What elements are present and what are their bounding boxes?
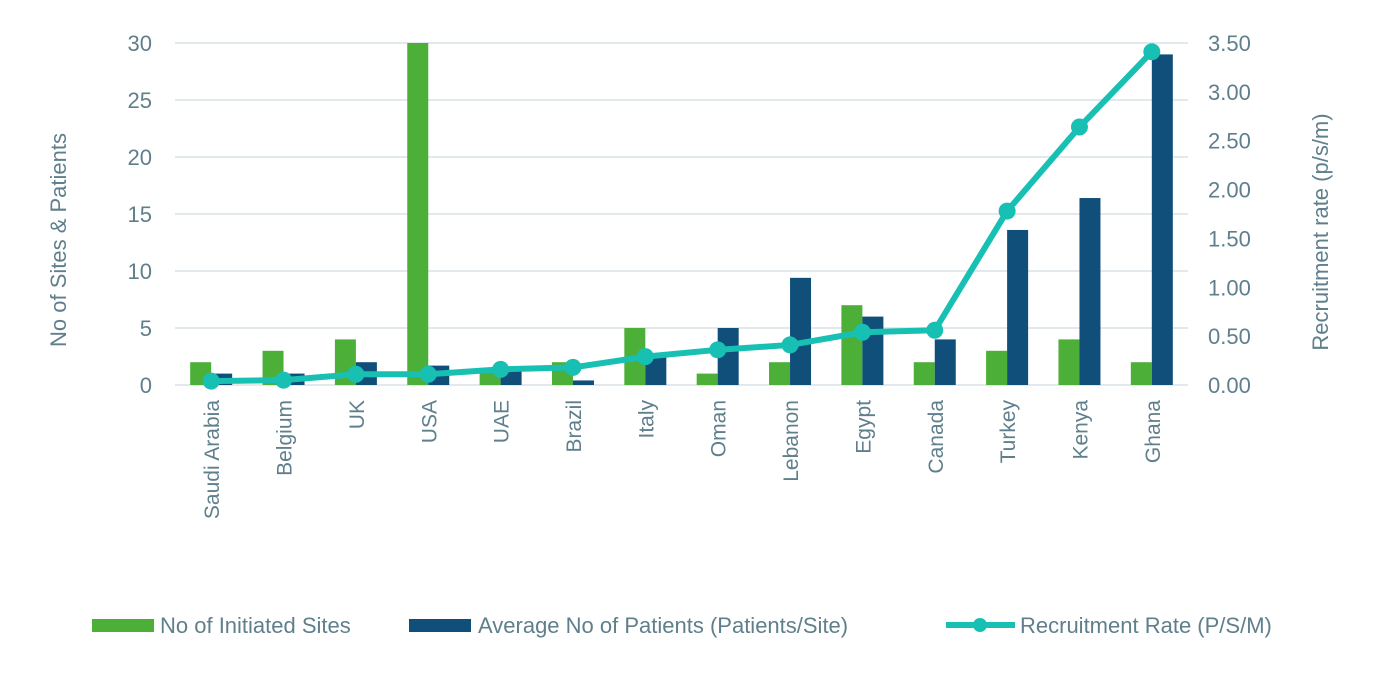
right-axis-ticks: 0.00 0.50 1.00 1.50 2.00 2.50 3.00 3.50 bbox=[1208, 31, 1251, 398]
legend-label-recruitment: Recruitment Rate (P/S/M) bbox=[1020, 613, 1272, 638]
bar-average-patients bbox=[572, 380, 594, 385]
recruitment-rate-point bbox=[853, 323, 871, 341]
recruitment-rate-point bbox=[709, 341, 727, 359]
category-label: Kenya bbox=[1069, 400, 1092, 460]
category-labels: Saudi Arabia Belgium UK USA UAE Brazil Italy Om… bbox=[201, 400, 1165, 520]
left-axis-ticks: 0 5 10 15 20 25 30 bbox=[128, 31, 152, 398]
bar-initiated-sites bbox=[769, 362, 791, 385]
bar-average-patients bbox=[717, 328, 739, 385]
right-tick-label: 1.00 bbox=[1208, 275, 1251, 300]
right-tick-label: 2.50 bbox=[1208, 129, 1251, 154]
bar-average-patients bbox=[1079, 198, 1101, 385]
legend-label-patients: Average No of Patients (Patients/Site) bbox=[478, 613, 848, 638]
legend-swatch-sites bbox=[92, 619, 154, 632]
recruitment-rate-point bbox=[202, 372, 220, 390]
recruitment-rate-line bbox=[211, 49, 1154, 385]
right-tick-label: 3.50 bbox=[1208, 31, 1251, 56]
legend-swatch-patients bbox=[409, 619, 471, 632]
recruitment-rate-point bbox=[781, 336, 799, 354]
category-label: Oman bbox=[708, 400, 731, 457]
category-label: USA bbox=[418, 400, 441, 443]
recruitment-rate-point bbox=[926, 321, 944, 339]
gridlines bbox=[175, 42, 1188, 386]
bar-initiated-sites bbox=[407, 43, 429, 385]
legend-swatch-recruitment-marker bbox=[973, 618, 987, 632]
bar-initiated-sites bbox=[1130, 362, 1152, 385]
right-tick-label: 3.00 bbox=[1208, 80, 1251, 105]
category-label: UAE bbox=[491, 400, 514, 443]
left-tick-label: 25 bbox=[128, 88, 152, 113]
category-label: Belgium bbox=[274, 400, 297, 476]
recruitment-rate-point bbox=[998, 202, 1016, 220]
left-tick-label: 15 bbox=[128, 202, 152, 227]
category-label: Ghana bbox=[1142, 400, 1165, 463]
right-tick-label: 1.50 bbox=[1208, 226, 1251, 251]
recruitment-rate-point bbox=[492, 360, 510, 378]
recruitment-rate-point bbox=[419, 365, 437, 383]
recruitment-line bbox=[202, 43, 1161, 390]
recruitment-rate-point bbox=[1070, 118, 1088, 136]
left-axis-title: No of Sites & Patients bbox=[46, 133, 71, 347]
recruitment-rate-point bbox=[564, 358, 582, 376]
category-label: Egypt bbox=[852, 400, 875, 454]
left-tick-label: 0 bbox=[140, 373, 152, 398]
right-tick-label: 0.50 bbox=[1208, 324, 1251, 349]
recruitment-rate-point bbox=[636, 348, 654, 366]
category-label: Italy bbox=[635, 400, 658, 439]
category-label: Lebanon bbox=[780, 400, 803, 482]
bar-initiated-sites bbox=[696, 373, 718, 385]
legend: No of Initiated Sites Average No of Pati… bbox=[92, 613, 1272, 638]
bar-average-patients bbox=[790, 277, 812, 385]
recruitment-rate-point bbox=[347, 365, 365, 383]
left-tick-label: 20 bbox=[128, 145, 152, 170]
right-tick-label: 2.00 bbox=[1208, 178, 1251, 203]
left-tick-label: 30 bbox=[128, 31, 152, 56]
bars bbox=[190, 43, 1173, 386]
legend-label-sites: No of Initiated Sites bbox=[160, 613, 351, 638]
category-label: Brazil bbox=[563, 400, 586, 453]
right-axis-title: Recruitment rate (p/s/m) bbox=[1308, 113, 1333, 350]
right-tick-label: 0.00 bbox=[1208, 373, 1251, 398]
left-tick-label: 5 bbox=[140, 316, 152, 341]
category-label: Turkey bbox=[997, 400, 1020, 464]
bar-average-patients bbox=[1007, 229, 1029, 385]
bar-initiated-sites bbox=[841, 305, 863, 385]
bar-initiated-sites bbox=[986, 350, 1008, 385]
recruitment-rate-point bbox=[1143, 43, 1161, 61]
bar-average-patients bbox=[1151, 54, 1173, 386]
bar-initiated-sites bbox=[1058, 339, 1080, 385]
left-tick-label: 10 bbox=[128, 259, 152, 284]
bar-average-patients bbox=[934, 339, 956, 385]
category-label: UK bbox=[346, 400, 369, 429]
bar-initiated-sites bbox=[913, 362, 935, 385]
category-label: Canada bbox=[925, 400, 948, 474]
recruitment-rate-point bbox=[275, 371, 293, 389]
category-label: Saudi Arabia bbox=[201, 400, 224, 519]
